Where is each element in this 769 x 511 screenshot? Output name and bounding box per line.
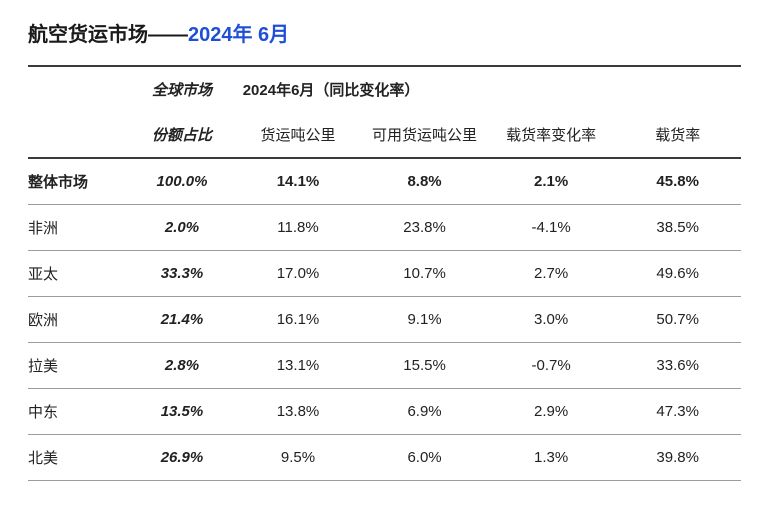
row-label: 拉美 [28, 343, 129, 389]
col-lf: 载货率 [614, 112, 741, 158]
table-row: 亚太33.3%17.0%10.7%2.7%49.6% [28, 251, 741, 297]
row-label: 中东 [28, 389, 129, 435]
total-actk: 8.8% [361, 158, 488, 205]
row-share: 26.9% [129, 435, 234, 481]
col-share: 份额占比 [129, 112, 234, 158]
row-lf: 49.6% [614, 251, 741, 297]
row-lf-change: 2.9% [488, 389, 615, 435]
row-label: 亚太 [28, 251, 129, 297]
row-ctk: 13.8% [235, 389, 362, 435]
table-row: 欧洲21.4%16.1%9.1%3.0%50.7% [28, 297, 741, 343]
row-lf-change: 3.0% [488, 297, 615, 343]
row-share: 2.0% [129, 205, 234, 251]
total-ctk: 14.1% [235, 158, 362, 205]
total-lf: 45.8% [614, 158, 741, 205]
row-share: 33.3% [129, 251, 234, 297]
header-period-group: 2024年6月（同比变化率） [235, 66, 741, 112]
row-lf: 38.5% [614, 205, 741, 251]
row-label: 北美 [28, 435, 129, 481]
row-label: 欧洲 [28, 297, 129, 343]
table-row: 中东13.5%13.8%6.9%2.9%47.3% [28, 389, 741, 435]
row-label: 非洲 [28, 205, 129, 251]
col-lf-change: 载货率变化率 [488, 112, 615, 158]
row-lf: 33.6% [614, 343, 741, 389]
total-lf-change: 2.1% [488, 158, 615, 205]
row-actk: 6.9% [361, 389, 488, 435]
row-ctk: 17.0% [235, 251, 362, 297]
col-actk: 可用货运吨公里 [361, 112, 488, 158]
row-actk: 23.8% [361, 205, 488, 251]
total-share: 100.0% [129, 158, 234, 205]
row-actk: 10.7% [361, 251, 488, 297]
row-lf: 39.8% [614, 435, 741, 481]
row-lf-change: 2.7% [488, 251, 615, 297]
col-ctk: 货运吨公里 [235, 112, 362, 158]
table-row: 拉美2.8%13.1%15.5%-0.7%33.6% [28, 343, 741, 389]
table-row: 非洲2.0%11.8%23.8%-4.1%38.5% [28, 205, 741, 251]
total-label: 整体市场 [28, 158, 129, 205]
row-ctk: 13.1% [235, 343, 362, 389]
title-period: 2024年 6月 [188, 24, 289, 46]
row-ctk: 16.1% [235, 297, 362, 343]
row-lf: 50.7% [614, 297, 741, 343]
header-row-top: 全球市场 2024年6月（同比变化率） [28, 66, 741, 112]
row-share: 2.8% [129, 343, 234, 389]
row-lf-change: 1.3% [488, 435, 615, 481]
page-title: 航空货运市场——2024年 6月 [28, 18, 741, 47]
header-blank [28, 66, 129, 112]
row-actk: 9.1% [361, 297, 488, 343]
title-prefix: 航空货运市场—— [28, 24, 188, 46]
header-blank2 [28, 112, 129, 158]
header-share-group: 全球市场 [129, 66, 234, 112]
header-row-sub: 份额占比 货运吨公里 可用货运吨公里 载货率变化率 载货率 [28, 112, 741, 158]
row-ctk: 9.5% [235, 435, 362, 481]
freight-table: 全球市场 2024年6月（同比变化率） 份额占比 货运吨公里 可用货运吨公里 载… [28, 65, 741, 481]
row-lf: 47.3% [614, 389, 741, 435]
total-row: 整体市场 100.0% 14.1% 8.8% 2.1% 45.8% [28, 158, 741, 205]
row-ctk: 11.8% [235, 205, 362, 251]
table-row: 北美26.9%9.5%6.0%1.3%39.8% [28, 435, 741, 481]
row-lf-change: -0.7% [488, 343, 615, 389]
row-actk: 15.5% [361, 343, 488, 389]
row-share: 13.5% [129, 389, 234, 435]
row-actk: 6.0% [361, 435, 488, 481]
row-share: 21.4% [129, 297, 234, 343]
row-lf-change: -4.1% [488, 205, 615, 251]
